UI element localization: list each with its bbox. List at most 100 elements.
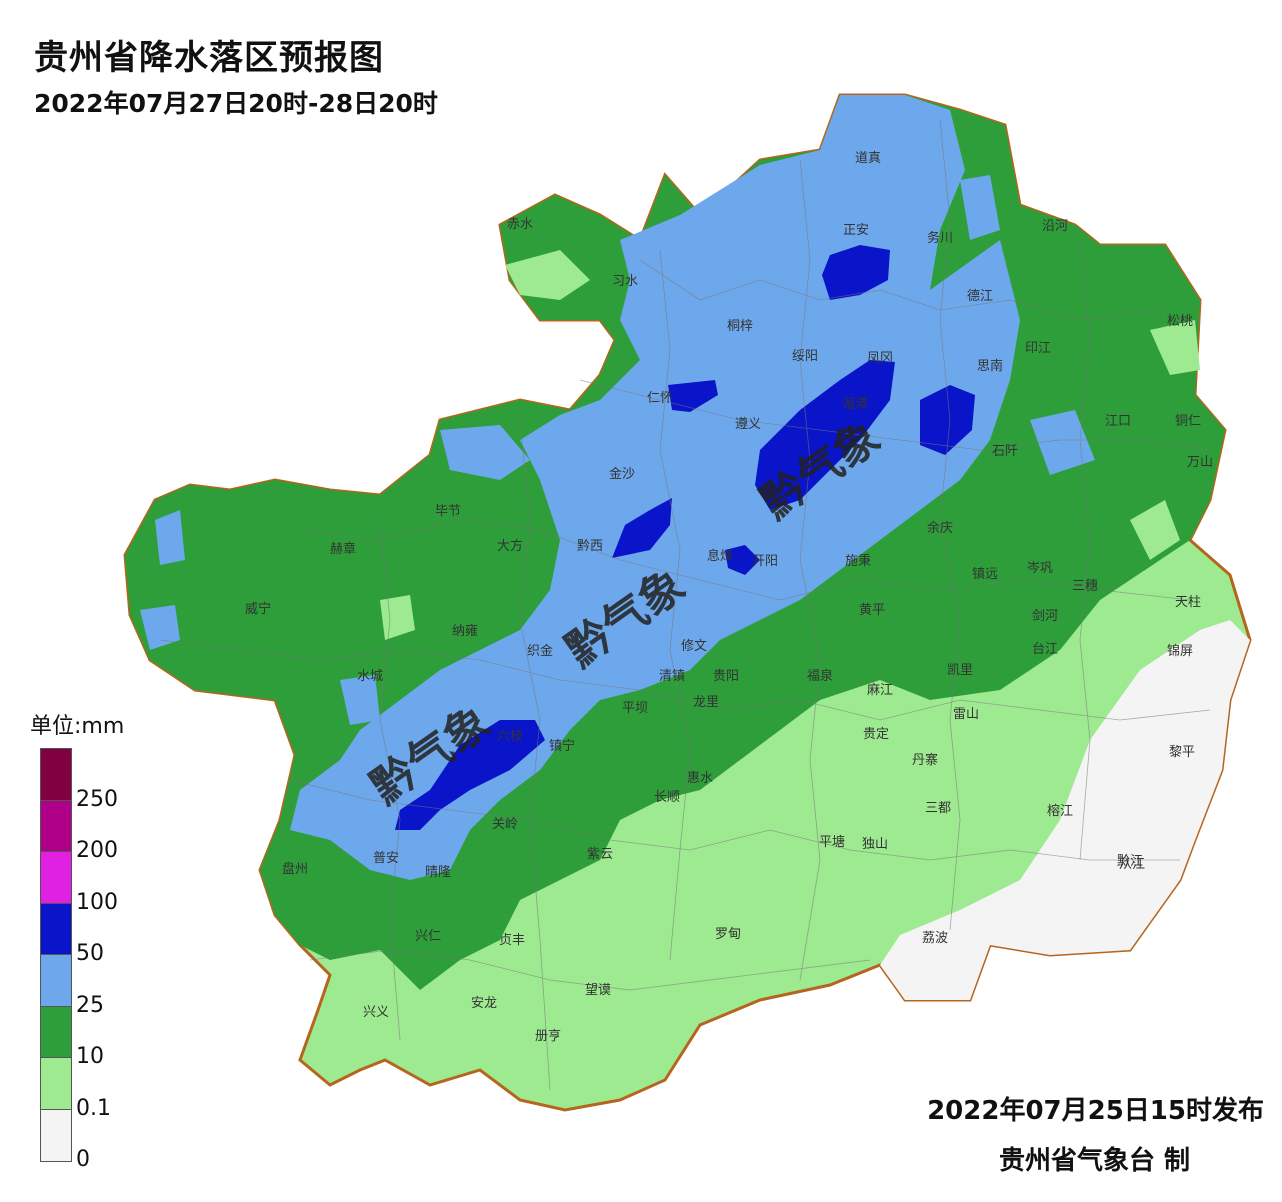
city-label: 铜仁 — [1175, 414, 1201, 429]
patch-blue — [140, 605, 180, 650]
county-boundaries — [159, 119, 1211, 1091]
legend-swatch — [41, 903, 71, 955]
city-label: 黔江 — [1117, 854, 1143, 869]
city-label: 紫云 — [587, 847, 613, 862]
city-label: 江口 — [1105, 414, 1131, 429]
region-50-100 — [668, 380, 718, 412]
city-label: 道真 — [855, 151, 881, 166]
city-label: 赤水 — [507, 217, 533, 232]
city-label: 平坝 — [622, 701, 648, 716]
city-label: 水城 — [357, 669, 383, 684]
legend-label: 25 — [76, 992, 104, 1018]
city-label: 福泉 — [807, 668, 833, 684]
city-label: 剑河 — [1032, 608, 1058, 624]
city-label: 盘州 — [282, 861, 308, 877]
city-label: 独山 — [862, 837, 888, 852]
legend-swatch — [41, 749, 71, 801]
city-label: 绥阳 — [792, 349, 818, 364]
legend-swatch — [41, 800, 71, 852]
patch-blue — [1030, 410, 1095, 475]
patch-light — [1150, 320, 1200, 375]
city-label: 贵定 — [863, 727, 889, 742]
forecast-period: 2022年07月27日20时-28日20时 — [34, 89, 438, 118]
maker-label: 贵州省气象台 制 — [998, 1146, 1190, 1176]
legend-label: 50 — [76, 941, 104, 966]
city-label: 三穗 — [1072, 579, 1098, 594]
city-label: 平塘 — [819, 834, 845, 850]
city-label: 思南 — [977, 358, 1003, 374]
region-50-100 — [822, 245, 890, 300]
patch-blue — [440, 425, 530, 480]
map-title: 贵州省降水落区预报图 — [34, 38, 384, 78]
legend-label: 100 — [76, 889, 118, 915]
legend-label: 0 — [76, 1147, 90, 1172]
city-label: 雷山 — [953, 707, 979, 722]
city-label: 正安 — [843, 223, 869, 238]
city-label: 龙里 — [693, 695, 719, 710]
city-label: 黎平 — [1169, 745, 1195, 760]
city-label: 桐梓 — [727, 319, 753, 334]
city-label: 岑巩 — [1027, 561, 1053, 576]
city-label: 册亨 — [535, 1028, 561, 1044]
city-label: 兴仁 — [415, 929, 441, 944]
city-label: 德江 — [967, 289, 993, 304]
city-label: 开阳 — [752, 554, 778, 569]
city-label: 松桃 — [1167, 314, 1193, 329]
city-label: 务川 — [927, 230, 953, 246]
city-label: 余庆 — [927, 520, 953, 536]
city-label: 榕江 — [1047, 804, 1073, 819]
city-label: 黄平 — [859, 603, 885, 618]
city-label: 台江 — [1032, 642, 1058, 657]
city-label: 安龙 — [471, 996, 497, 1011]
patch-blue — [960, 175, 1000, 240]
city-label: 丹寨 — [912, 752, 938, 768]
legend-unit: 单位:mm — [30, 714, 125, 739]
city-label: 沿河 — [1042, 219, 1068, 234]
city-label: 凤冈 — [867, 351, 893, 366]
region-50-100 — [920, 385, 975, 455]
city-label: 贞丰 — [499, 933, 525, 948]
city-label: 湄潭 — [842, 397, 868, 412]
patch-blue — [155, 510, 185, 565]
city-label: 惠水 — [687, 771, 713, 786]
city-label: 施秉 — [845, 553, 871, 569]
city-label: 锦屏 — [1167, 644, 1193, 659]
city-label: 印江 — [1025, 341, 1051, 356]
city-label: 毕节 — [435, 504, 461, 519]
city-label: 罗甸 — [715, 927, 741, 942]
city-label: 大方 — [497, 538, 523, 554]
city-label: 息烽 — [707, 548, 733, 564]
legend-swatch — [41, 1058, 71, 1110]
city-label: 麻江 — [867, 683, 893, 698]
city-label: 凯里 — [947, 663, 973, 678]
city-label: 镇远 — [972, 567, 998, 582]
region-50-100 — [725, 545, 760, 575]
legend-swatch — [41, 955, 71, 1007]
city-label: 石阡 — [992, 444, 1018, 459]
region-50-100 — [755, 360, 895, 510]
city-label: 遵义 — [735, 416, 761, 432]
city-label: 关岭 — [492, 817, 518, 832]
region-0 — [880, 620, 1250, 1000]
legend-swatch — [41, 1006, 71, 1058]
city-label: 晴隆 — [425, 865, 451, 880]
legend-label: 10 — [76, 1044, 104, 1069]
legend-label: 250 — [76, 786, 118, 812]
legend-swatch — [41, 852, 71, 904]
city-label: 黔西 — [577, 539, 603, 554]
city-label: 威宁 — [245, 601, 271, 617]
city-label: 金沙 — [609, 466, 635, 482]
city-label: 修文 — [681, 639, 707, 654]
city-label: 荔波 — [922, 931, 948, 946]
patch-blue — [340, 675, 380, 725]
city-label: 习水 — [612, 274, 638, 289]
city-label: 望谟 — [585, 982, 611, 998]
city-label: 仁怀 — [647, 391, 673, 406]
legend-label: 0.1 — [76, 1095, 111, 1121]
patch-light — [505, 250, 590, 300]
city-label: 六枝 — [497, 729, 523, 744]
city-label: 长顺 — [654, 790, 680, 805]
city-label: 织金 — [527, 643, 553, 659]
city-label: 纳雍 — [452, 623, 478, 639]
